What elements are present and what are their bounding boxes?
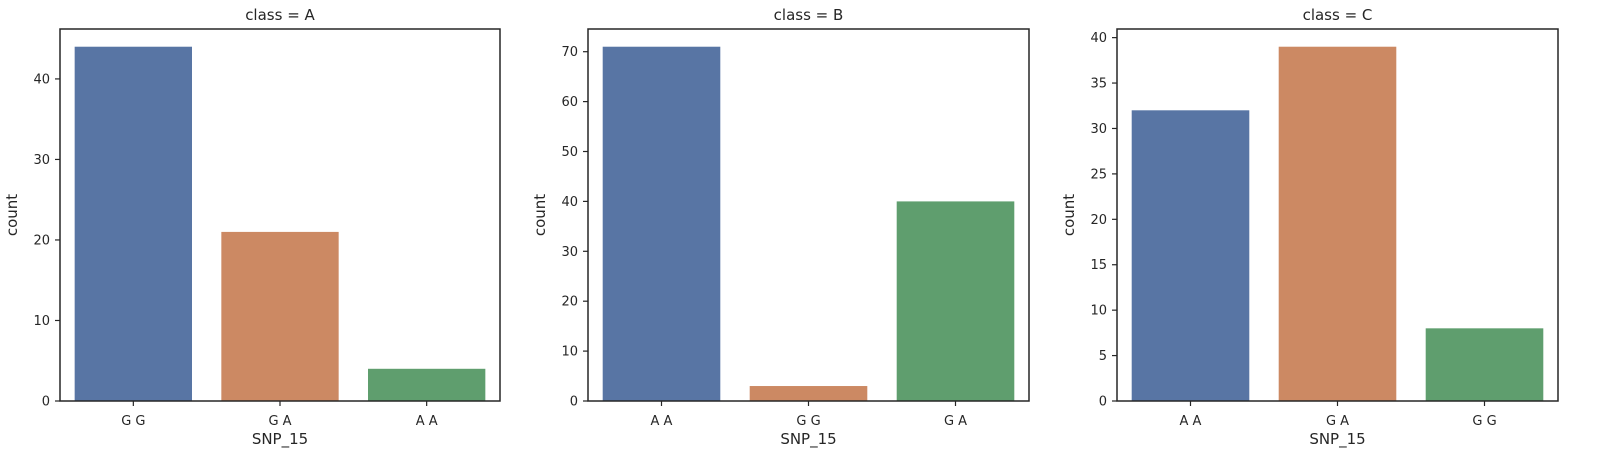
x-tick-label: G A: [1326, 414, 1349, 429]
y-tick-label: 0: [1099, 395, 1107, 410]
y-tick-label: 40: [33, 72, 50, 87]
y-tick-label: 10: [561, 345, 578, 360]
y-tick-label: 10: [33, 314, 50, 329]
panel-title: class = C: [1303, 6, 1373, 24]
y-tick-label: 30: [1090, 122, 1107, 137]
bar-a-a: [368, 368, 486, 401]
y-axis-label: count: [1060, 194, 1078, 236]
bar-a-a: [1131, 110, 1250, 402]
y-tick-label: 20: [33, 233, 50, 248]
facet-panel-class-a: 0 10 20 30 40 G G G A A A class = A SNP_15 count: [3, 6, 501, 449]
x-axis-label: SNP_15: [1309, 430, 1365, 449]
bar-a-a: [602, 46, 721, 401]
x-tick-label: A A: [651, 414, 673, 429]
bar-g-g: [1425, 328, 1544, 401]
x-tick-label: G G: [121, 414, 145, 429]
x-axis-label: SNP_15: [252, 430, 308, 449]
panel-title: class = A: [245, 6, 315, 24]
x-tick-label: G A: [944, 414, 967, 429]
y-tick-label: 5: [1099, 349, 1107, 364]
y-tick-label: 25: [1090, 167, 1107, 182]
x-tick-label: A A: [1180, 414, 1202, 429]
y-tick-label: 0: [42, 395, 50, 410]
y-tick-label: 40: [1090, 31, 1107, 46]
y-tick-label: 20: [561, 295, 578, 310]
panel-title: class = B: [774, 6, 844, 24]
y-tick-label: 40: [561, 195, 578, 210]
y-tick-label: 20: [1090, 213, 1107, 228]
y-axis-label: count: [3, 194, 21, 236]
facet-panel-class-b: 0 10 20 30 40 50 60 70 A A G G G A class = B SNP_15 c…: [531, 6, 1030, 449]
x-tick-label: A A: [416, 414, 438, 429]
y-tick-label: 15: [1090, 258, 1107, 273]
bar-g-g: [74, 46, 192, 401]
y-tick-label: 10: [1090, 304, 1107, 319]
y-tick-label: 70: [561, 45, 578, 60]
y-tick-label: 30: [33, 153, 50, 168]
bar-g-a: [896, 201, 1015, 401]
x-tick-label: G A: [268, 414, 291, 429]
y-tick-label: 35: [1090, 77, 1107, 92]
y-tick-label: 0: [570, 395, 578, 410]
y-tick-label: 50: [561, 145, 578, 160]
y-tick-label: 30: [561, 245, 578, 260]
x-tick-label: G G: [1472, 414, 1496, 429]
bar-g-a: [221, 231, 339, 401]
x-axis-label: SNP_15: [780, 430, 836, 449]
y-tick-label: 60: [561, 95, 578, 110]
bar-g-a: [1278, 46, 1397, 401]
y-axis-label: count: [531, 194, 549, 236]
facet-panel-class-c: 0 5 10 15 20 25 30 35 40 A A G A G G class = C SNP_15…: [1060, 6, 1559, 449]
bar-g-g: [749, 386, 868, 401]
x-tick-label: G G: [796, 414, 820, 429]
